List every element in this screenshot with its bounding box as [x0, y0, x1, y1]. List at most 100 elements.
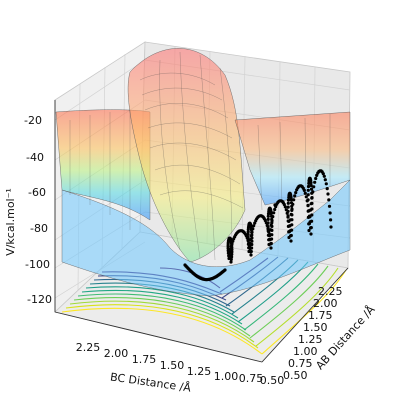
trajectory-point — [327, 198, 331, 202]
trajectory-point — [287, 230, 291, 234]
trajectory-point — [304, 195, 308, 199]
trajectory-point — [268, 233, 272, 237]
trajectory-point — [309, 187, 314, 191]
trajectory-point — [266, 217, 270, 221]
trajectory-point — [312, 185, 316, 189]
bc-tick-label: 0.75 — [239, 372, 264, 385]
trajectory-point — [288, 224, 292, 228]
trajectory-point — [246, 232, 250, 236]
trajectory-point — [247, 245, 251, 250]
trajectory-point — [249, 249, 253, 254]
z-tick-label: -60 — [28, 186, 46, 199]
trajectory-point — [273, 207, 277, 212]
surface-mesh — [69, 51, 331, 261]
trajectory-point — [247, 249, 251, 254]
trajectory-point — [290, 207, 294, 211]
trajectory-point — [306, 188, 310, 192]
bc-tick-label: 0.50 — [260, 374, 285, 387]
trajectory-point — [322, 174, 326, 178]
trajectory-point — [289, 212, 293, 216]
z-axis-label: V/kcal.mol⁻¹ — [4, 188, 17, 256]
surface-left-wall — [55, 109, 151, 221]
trajectory-point — [306, 184, 311, 189]
trajectory-point — [306, 198, 310, 202]
trajectory-point — [307, 179, 311, 183]
trajectory-point — [307, 222, 311, 226]
trajectory-point — [248, 238, 253, 242]
trajectory-point — [309, 183, 313, 188]
trajectory-point — [288, 218, 293, 222]
trajectory-point — [286, 209, 290, 213]
trajectory-point — [329, 218, 333, 222]
trajectory-point — [249, 234, 253, 238]
trajectory-point — [324, 182, 328, 186]
bc-axis-label: BC Distance /Å — [109, 370, 192, 394]
trajectory-point — [250, 230, 254, 234]
bc-tick-label: 2.00 — [104, 347, 129, 360]
energy-surface — [55, 48, 351, 297]
trajectory-point — [286, 201, 290, 205]
trajectory-point — [246, 235, 250, 240]
ab-tick-label: 0.75 — [288, 357, 313, 370]
trajectory-point — [289, 239, 293, 243]
trajectory-point — [282, 202, 286, 207]
trajectory-point — [227, 253, 231, 258]
trajectory-point — [308, 215, 312, 219]
trajectory-point — [321, 172, 325, 176]
trajectory-point — [286, 214, 290, 218]
trajectory-point — [289, 198, 293, 202]
trajectory-point — [325, 187, 329, 191]
trajectory-point — [266, 225, 270, 229]
z-axis: -20 -40 -60 -80 -100 -120 V/kcal.mol⁻¹ — [4, 114, 52, 306]
trajectory-point — [273, 203, 277, 207]
trajectory-point — [229, 244, 233, 249]
surface-ridge — [127, 48, 246, 263]
trajectory-point — [246, 227, 250, 231]
trajectory-point — [230, 242, 234, 246]
trajectory-point — [266, 221, 270, 225]
trajectory-point — [309, 226, 313, 230]
trajectory-point — [307, 228, 311, 233]
trajectory-point — [306, 193, 310, 197]
ab-tick-label: 1.75 — [308, 309, 333, 322]
trajectory-point — [293, 194, 297, 198]
trajectory-point — [313, 180, 317, 184]
trajectory-point — [251, 227, 255, 231]
trajectory-point — [310, 219, 314, 223]
axis-lines — [54, 100, 349, 363]
trajectory-point — [271, 215, 275, 219]
z-tick-label: -100 — [25, 258, 50, 271]
trajectory-point — [248, 241, 252, 246]
bc-tick-label: 1.50 — [160, 359, 185, 372]
ab-tick-label: 2.25 — [318, 285, 343, 298]
bc-tick-label: 1.25 — [187, 365, 212, 378]
trajectory-point — [226, 244, 230, 248]
trajectory-point — [227, 256, 231, 261]
trajectory-point — [323, 178, 327, 182]
trajectory-point — [289, 233, 293, 238]
trajectory-point — [267, 237, 271, 242]
trajectory-point — [308, 208, 313, 212]
trajectory-point — [302, 188, 306, 192]
trajectory-point — [306, 203, 310, 207]
trajectory-point — [226, 246, 230, 250]
ab-tick-label: 0.50 — [283, 369, 308, 382]
trajectory-point — [326, 192, 330, 196]
z-tick-label: -80 — [30, 222, 48, 235]
ab-tick-label: 2.00 — [313, 297, 338, 310]
trajectory-point — [266, 212, 271, 216]
trajectory-point — [286, 205, 290, 209]
trajectory-point — [303, 191, 307, 195]
trajectory-point — [283, 205, 287, 209]
trajectory-point — [231, 239, 235, 243]
trajectory-point — [287, 195, 291, 199]
trajectory-point — [315, 173, 319, 177]
trajectory-point — [269, 223, 273, 227]
trajectory-point — [252, 224, 256, 228]
trajectory-point — [266, 214, 270, 218]
trajectory-point — [294, 191, 298, 195]
trajectory-point — [292, 198, 296, 202]
trajectory-point — [268, 228, 273, 232]
trajectory-point — [329, 225, 333, 229]
